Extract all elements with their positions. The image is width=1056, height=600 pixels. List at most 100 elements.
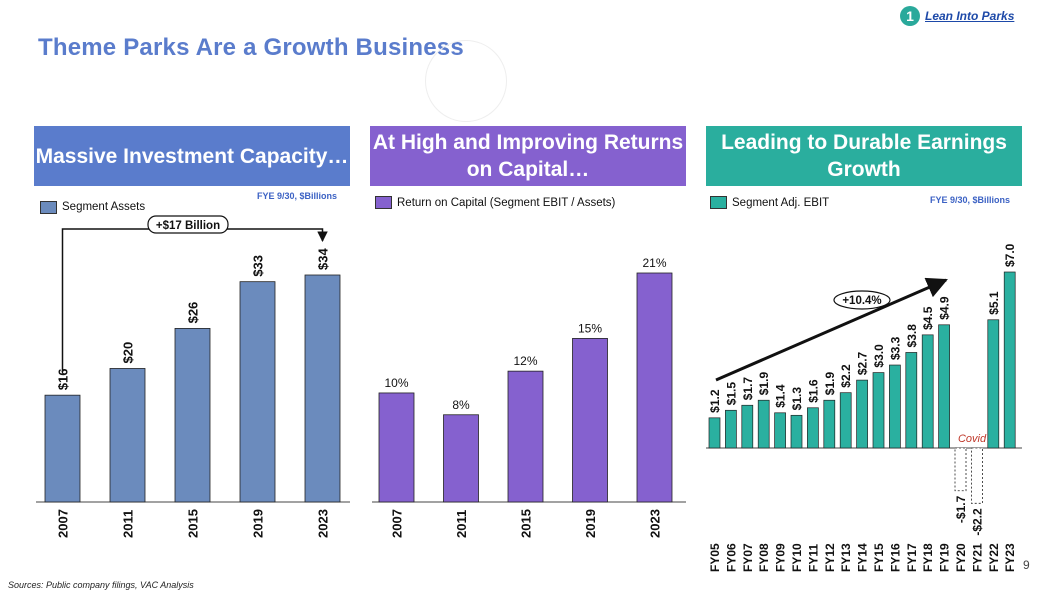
tick-label-ebit-FY08: FY08 — [757, 543, 771, 572]
bar-ebit-FY06 — [725, 409, 737, 449]
tick-label-ebit-FY23: FY23 — [1003, 543, 1017, 572]
data-label-roc-2011: 8% — [452, 398, 470, 412]
data-label-assets-2019: $33 — [251, 255, 266, 277]
data-label-ebit-FY14: $2.7 — [856, 351, 870, 375]
tick-label-assets-2019: 2019 — [251, 509, 266, 538]
bar-roc-2023 — [636, 272, 673, 503]
data-label-assets-2007: $16 — [56, 368, 71, 390]
data-label-ebit-FY08: $1.9 — [757, 372, 771, 396]
legend-swatch-assets — [40, 201, 57, 214]
section-number-badge: 1 — [900, 6, 920, 26]
page-title: Theme Parks Are a Growth Business — [38, 34, 464, 61]
bar-assets-2023 — [304, 274, 341, 503]
tick-label-ebit-FY09: FY09 — [774, 543, 788, 572]
footer-sources: Sources: Public company filings, VAC Ana… — [8, 580, 194, 590]
bar-ebit-FY18 — [921, 334, 934, 449]
tick-label-ebit-FY20: FY20 — [954, 543, 968, 572]
tick-label-assets-2007: 2007 — [56, 509, 71, 538]
units-note-ebit: FYE 9/30, $Billions — [930, 195, 1011, 205]
panel-heading-returns: At High and Improving Returns on Capital… — [370, 126, 686, 186]
data-label-ebit-FY13: $2.2 — [839, 364, 853, 388]
cagr-annotation-text: +10.4% — [842, 295, 881, 307]
tick-label-ebit-FY06: FY06 — [724, 543, 738, 572]
bar-ebit-FY09 — [774, 412, 786, 449]
tick-label-ebit-FY16: FY16 — [888, 543, 902, 572]
bar-ebit-FY13 — [839, 392, 852, 449]
chart-segment-assets: $16 2007 $20 2011 $26 2015 $33 2019 $34 2023 +$17 … — [36, 215, 350, 538]
bar-ebit-FY10 — [790, 414, 803, 449]
data-label-ebit-FY07: $1.7 — [741, 377, 755, 401]
tick-label-ebit-FY22: FY22 — [987, 543, 1001, 572]
tick-label-ebit-FY05: FY05 — [708, 543, 722, 572]
units-note-assets: FYE 9/30, $Billions — [257, 191, 338, 201]
growth-annotation-box — [147, 215, 229, 234]
data-label-ebit-FY22: $5.1 — [987, 291, 1001, 315]
bar-ebit-FY11 — [807, 407, 819, 449]
page-number: 9 — [1023, 558, 1030, 572]
bar-ebit-FY19 — [938, 324, 950, 449]
bar-ebit-FY14 — [856, 379, 868, 449]
bar-ebit-FY21 — [971, 447, 983, 504]
tick-label-assets-2011: 2011 — [121, 510, 136, 538]
tick-label-ebit-FY07: FY07 — [741, 543, 755, 572]
section-link[interactable]: Lean Into Parks — [925, 9, 1015, 23]
tick-label-ebit-FY13: FY13 — [839, 543, 853, 572]
legend-label-roc: Return on Capital (Segment EBIT / Assets… — [397, 197, 616, 209]
bar-roc-2015 — [507, 370, 544, 503]
tick-label-ebit-FY12: FY12 — [823, 543, 837, 572]
data-label-roc-2023: 21% — [642, 256, 666, 270]
bar-ebit-FY17 — [905, 352, 918, 449]
tick-label-assets-2023: 2023 — [316, 509, 331, 538]
data-label-assets-2023: $34 — [316, 248, 331, 270]
bar-ebit-FY08 — [757, 399, 770, 449]
tick-label-ebit-FY10: FY10 — [790, 543, 804, 572]
data-label-roc-2007: 10% — [384, 376, 408, 390]
legend-swatch-ebit — [710, 196, 727, 209]
bar-ebit-FY22 — [987, 319, 1000, 449]
tick-label-roc-2023: 2023 — [648, 509, 663, 538]
bar-ebit-FY05 — [708, 417, 721, 449]
bar-assets-2019 — [239, 281, 276, 503]
legend-swatch-roc — [375, 196, 392, 209]
tick-label-ebit-FY21: FY21 — [970, 543, 984, 572]
decorative-circle — [425, 40, 507, 122]
data-label-ebit-FY23: $7.0 — [1003, 243, 1017, 267]
data-label-ebit-FY09: $1.4 — [774, 384, 788, 408]
tick-label-roc-2019: 2019 — [583, 509, 598, 538]
data-label-ebit-FY10: $1.3 — [790, 387, 804, 411]
growth-annotation-text: +$17 Billion — [156, 220, 220, 232]
data-label-roc-2019: 15% — [578, 321, 602, 335]
bar-roc-2011 — [443, 414, 479, 503]
data-label-ebit-FY17: $3.8 — [905, 324, 919, 348]
data-label-ebit-FY05: $1.2 — [708, 389, 722, 413]
legend-label-assets: Segment Assets — [62, 201, 146, 213]
chart-return-on-capital: 10% 2007 8% 2011 12% 2015 15% 2019 21% 2023 — [372, 256, 686, 538]
panel-heading-earnings: Leading to Durable Earnings Growth — [706, 126, 1022, 186]
covid-annotation: Covid — [958, 433, 987, 445]
bar-roc-2019 — [572, 338, 608, 503]
data-label-ebit-FY18: $4.5 — [921, 306, 935, 330]
bar-ebit-FY07 — [741, 404, 754, 449]
tick-label-ebit-FY17: FY17 — [905, 543, 919, 572]
bar-ebit-FY15 — [872, 372, 885, 449]
bar-ebit-FY20 — [954, 447, 967, 492]
bar-assets-2007 — [44, 394, 81, 503]
data-label-roc-2015: 12% — [513, 354, 537, 368]
data-label-ebit-FY20: -$1.7 — [954, 495, 968, 523]
tick-label-ebit-FY11: FY11 — [806, 544, 820, 572]
bar-ebit-FY16 — [889, 364, 901, 449]
data-label-assets-2015: $26 — [186, 302, 201, 324]
tick-label-roc-2015: 2015 — [519, 509, 534, 538]
data-label-ebit-FY11: $1.6 — [806, 379, 820, 403]
chart-segment-ebit: $1.2 FY05 $1.5 FY06 $1.7 FY07 $1.9 FY08 $1.4 FY09… — [706, 243, 1022, 572]
bar-assets-2011 — [109, 368, 146, 503]
panel-heading-investment: Massive Investment Capacity… — [34, 126, 350, 186]
tick-label-ebit-FY14: FY14 — [856, 543, 870, 572]
cagr-trend-arrow — [715, 277, 948, 382]
data-label-ebit-FY19: $4.9 — [938, 296, 952, 320]
tick-label-roc-2011: 2011 — [454, 510, 469, 538]
tick-label-ebit-FY19: FY19 — [938, 543, 952, 572]
data-label-ebit-FY15: $3.0 — [872, 344, 886, 368]
legend-label-ebit: Segment Adj. EBIT — [732, 197, 830, 209]
